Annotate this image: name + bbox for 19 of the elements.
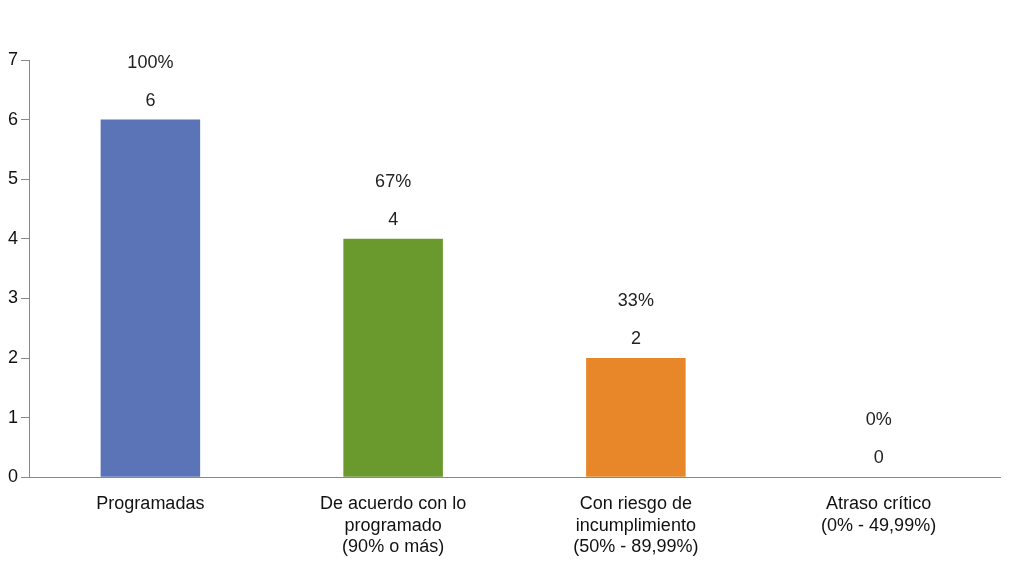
- y-tick-label: 2: [8, 346, 19, 367]
- y-tick-label: 3: [8, 287, 19, 308]
- x-tick-label: Atraso crítico (0% - 49,99%): [821, 492, 937, 535]
- x-tick-label: Programadas: [96, 492, 205, 513]
- bar: [586, 358, 686, 477]
- y-tick-label: 6: [8, 108, 19, 129]
- y-tick-label: 1: [8, 406, 19, 427]
- y-tick-label: 4: [8, 227, 19, 248]
- data-label: 67% 4: [375, 170, 412, 229]
- y-tick-label: 0: [8, 466, 19, 487]
- x-tick-label: De acuerdo con lo programado (90% o más): [320, 492, 467, 557]
- data-label: 0% 0: [865, 409, 892, 468]
- y-tick-label: 7: [8, 48, 19, 69]
- data-label: 100% 6: [127, 51, 174, 110]
- data-label: 33% 2: [617, 289, 654, 348]
- y-tick-label: 5: [8, 168, 19, 189]
- bar: [100, 119, 201, 477]
- x-tick-label: Con riesgo de incumplimiento (50% - 89,99%): [573, 492, 699, 557]
- bar: [343, 238, 443, 477]
